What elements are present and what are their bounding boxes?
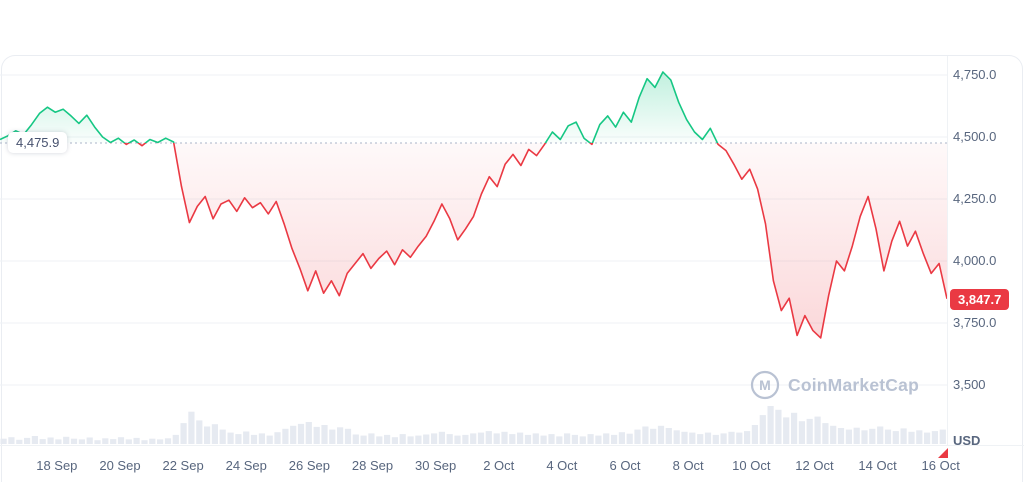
price-line-up bbox=[0, 71, 719, 143]
y-axis-separator bbox=[947, 56, 948, 445]
x-axis-label: 14 Oct bbox=[858, 458, 897, 473]
x-axis-label: 18 Sep bbox=[36, 458, 78, 473]
x-axis-label: 26 Sep bbox=[288, 458, 330, 473]
x-axis-label: 20 Sep bbox=[99, 458, 141, 473]
x-axis-label: 10 Oct bbox=[732, 458, 771, 473]
volume-bars bbox=[0, 406, 946, 444]
y-axis-label: 4,750.0 bbox=[953, 67, 997, 82]
x-axis-label: 24 Sep bbox=[225, 458, 267, 473]
current-price-badge: 3,847.7 bbox=[950, 288, 1010, 310]
x-axis-strip bbox=[0, 445, 1024, 482]
y-axis-label: 3,750.0 bbox=[953, 315, 997, 330]
currency-unit-label: USD bbox=[953, 433, 981, 448]
y-axis-label: 4,000.0 bbox=[953, 253, 997, 268]
x-axis-label: 4 Oct bbox=[546, 458, 578, 473]
y-axis-label: 4,500.0 bbox=[953, 129, 997, 144]
area-below-baseline bbox=[0, 142, 947, 338]
baseline-price-label: 4,475.9 bbox=[8, 131, 68, 153]
x-axis-label: 12 Oct bbox=[795, 458, 834, 473]
x-axis-label: 16 Oct bbox=[921, 458, 960, 473]
x-axis-label: 8 Oct bbox=[672, 458, 704, 473]
x-axis-label: 2 Oct bbox=[483, 458, 515, 473]
x-axis-label: 22 Sep bbox=[162, 458, 204, 473]
x-axis-label: 6 Oct bbox=[609, 458, 641, 473]
y-axis-label: 3,500 bbox=[953, 377, 986, 392]
y-axis-label: 4,250.0 bbox=[953, 191, 997, 206]
current-date-marker-icon bbox=[938, 448, 948, 458]
price-line-down bbox=[109, 142, 947, 339]
x-axis-label: 28 Sep bbox=[351, 458, 394, 473]
area-above-baseline bbox=[0, 72, 718, 143]
grid-lines bbox=[0, 74, 947, 386]
x-axis-label: 30 Sep bbox=[415, 458, 457, 473]
